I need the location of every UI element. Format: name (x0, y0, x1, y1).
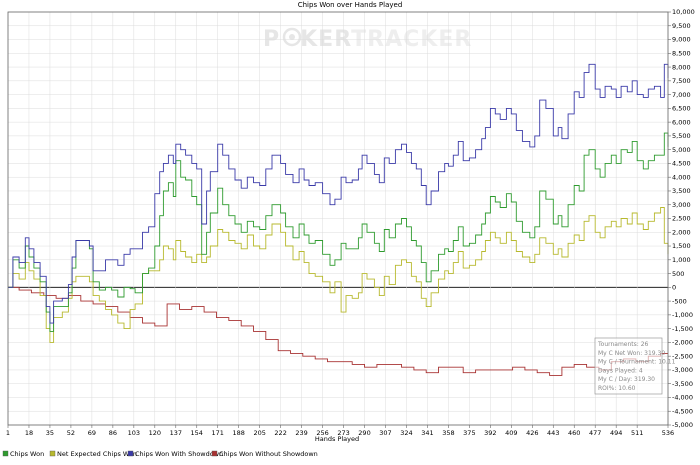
y-tick-label: 6,500 (672, 105, 691, 113)
x-tick-label: 154 (191, 429, 203, 437)
x-tick-label: 18 (25, 429, 33, 437)
x-tick-label: 69 (88, 429, 96, 437)
x-tick-label: 477 (589, 429, 601, 437)
y-tick-label: 4,500 (672, 160, 691, 168)
y-tick-label: 9,000 (672, 36, 691, 44)
y-tick-label: -1,000 (672, 311, 693, 319)
legend-label: Chips Won Without Showdown (219, 450, 318, 458)
series-lines (8, 63, 669, 376)
y-tick-label: -5,000 (672, 421, 693, 429)
x-tick-label: 290 (358, 429, 370, 437)
legend-swatch (49, 450, 56, 457)
x-tick-label: 205 (253, 429, 265, 437)
legend-swatch (127, 450, 134, 457)
y-tick-label: 3,500 (672, 187, 691, 195)
info-box-line: Days Played: 4 (598, 367, 643, 374)
watermark-chip-center-icon (289, 34, 295, 40)
y-tick-label: 1,000 (672, 256, 691, 264)
y-tick-label: 5,500 (672, 132, 691, 140)
y-axis-ticks: 10,000 9,500 9,000 8,500 8,000 7,500 7,000 6,50… (668, 8, 695, 429)
y-tick-label: -4,000 (672, 394, 693, 402)
legend-swatch (211, 450, 218, 457)
x-tick-label: 307 (379, 429, 391, 437)
info-box: Tournaments: 26 My C Net Won: 319.30 My C … (594, 337, 676, 395)
x-tick-label: 103 (128, 429, 140, 437)
y-tick-label: 2,000 (672, 228, 691, 236)
series-line-chips-won (8, 132, 669, 332)
x-tick-label: 392 (484, 429, 496, 437)
y-tick-label: -1,500 (672, 325, 693, 333)
y-tick-label: 8,500 (672, 50, 691, 58)
y-tick-label: -500 (672, 297, 687, 305)
x-tick-label: 536 (662, 429, 674, 437)
chart-title: Chips Won over Hands Played (298, 1, 403, 9)
y-tick-label: -2,500 (672, 352, 693, 360)
series-line-chips-won-with-showdown (8, 63, 669, 324)
series-line-chips-won-without-showdown (8, 286, 668, 376)
y-tick-label: 0 (672, 284, 676, 292)
y-tick-label: 9,500 (672, 22, 691, 30)
watermark-chip-icon (282, 27, 302, 47)
x-tick-label: 171 (212, 429, 224, 437)
x-tick-label: 324 (400, 429, 412, 437)
y-tick-label: 2,500 (672, 215, 691, 223)
info-box-line: ROI%: 10.60 (598, 385, 636, 392)
y-tick-label: 6,000 (672, 118, 691, 126)
legend-swatch (2, 450, 9, 457)
y-tick-label: -2,000 (672, 339, 693, 347)
x-tick-label: 256 (316, 429, 328, 437)
y-tick-label: 4,000 (672, 173, 691, 181)
info-box-line: My C Net Won: 319.30 (598, 350, 665, 357)
y-tick-label: 8,000 (672, 63, 691, 71)
y-tick-label: 1,500 (672, 242, 691, 250)
x-tick-label: 426 (526, 429, 538, 437)
x-tick-label: 494 (610, 429, 622, 437)
info-box-line: My C / Tournament: 10.11 (598, 359, 676, 366)
y-tick-label: 7,500 (672, 77, 691, 85)
x-tick-label: 273 (337, 429, 349, 437)
y-tick-label: 5,000 (672, 146, 691, 154)
x-tick-label: 52 (67, 429, 75, 437)
legend-label: Net Expected Chips Won (57, 450, 137, 458)
info-box-line: Tournaments: 26 (597, 341, 649, 348)
x-tick-label: 188 (232, 429, 244, 437)
x-tick-label: 86 (109, 429, 117, 437)
x-tick-label: 239 (295, 429, 307, 437)
x-tick-label: 460 (568, 429, 580, 437)
x-tick-label: 35 (46, 429, 54, 437)
x-tick-label: 358 (442, 429, 454, 437)
x-tick-label: 375 (463, 429, 475, 437)
x-tick-label: 341 (421, 429, 433, 437)
x-axis-label: Hands Played (315, 435, 359, 443)
x-tick-label: 120 (149, 429, 161, 437)
x-tick-label: 409 (505, 429, 517, 437)
x-tick-label: 1 (6, 429, 10, 437)
y-tick-label: 3,000 (672, 201, 691, 209)
info-box-frame (594, 337, 663, 395)
y-tick-label: 500 (672, 270, 684, 278)
x-tick-label: 222 (274, 429, 286, 437)
info-box-line: My C / Day: 319.30 (598, 376, 655, 383)
x-axis-ticks: 1 18 35 52 69 86 103 120 137 154 171 188 205 222 239 25… (6, 425, 674, 437)
x-tick-label: 443 (547, 429, 559, 437)
y-tick-label: 10,000 (672, 8, 695, 16)
y-tick-label: 7,000 (672, 91, 691, 99)
y-tick-label: -4,500 (672, 407, 693, 415)
series-line-net-expected-chips-won (8, 207, 669, 343)
x-tick-label: 137 (170, 429, 182, 437)
legend-label: Chips Won With Showdown (135, 450, 223, 458)
x-tick-label: 511 (631, 429, 643, 437)
legend-label: Chips Won (10, 450, 44, 458)
y-tick-label: -3,500 (672, 380, 693, 388)
y-tick-label: -3,000 (672, 366, 693, 374)
